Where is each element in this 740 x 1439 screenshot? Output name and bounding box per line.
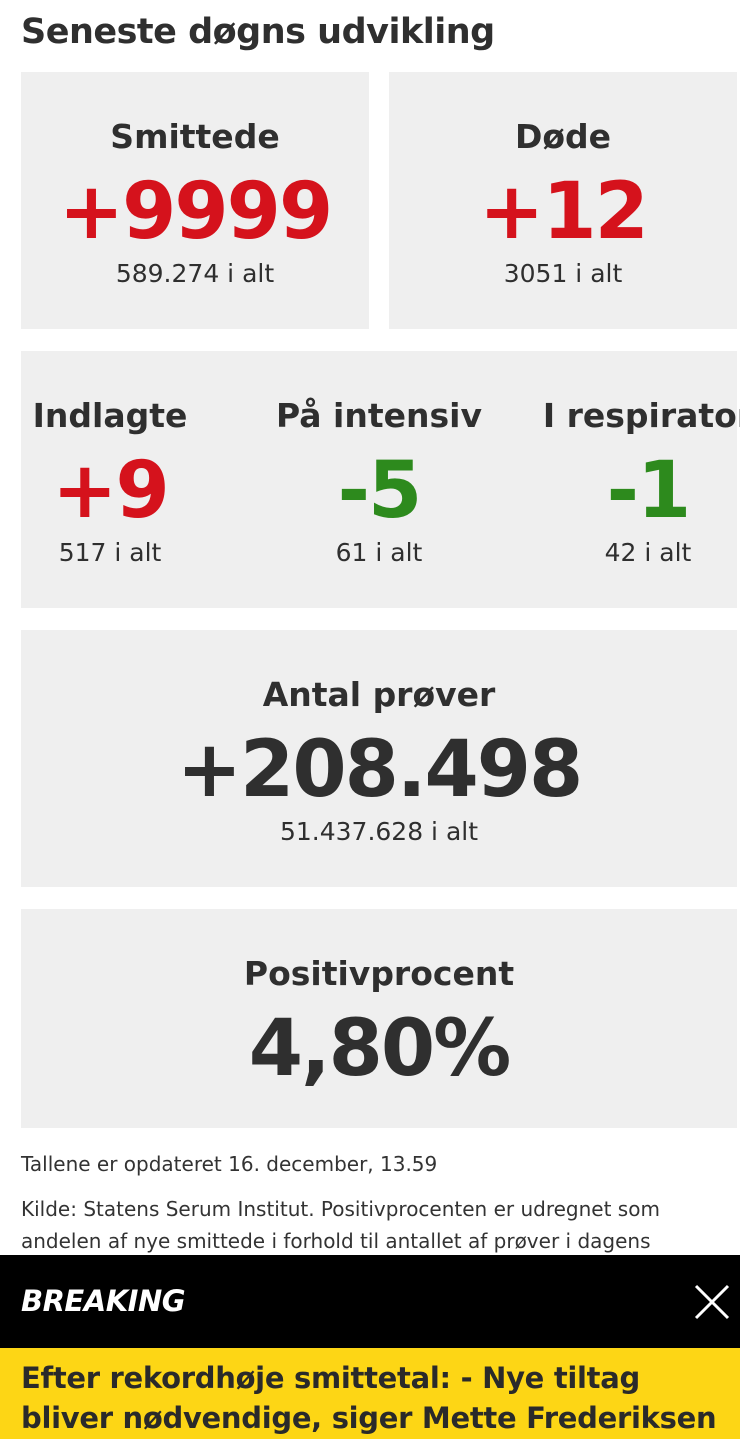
positive-card: Positivprocent 4,80% [21, 909, 737, 1128]
updated-note: Tallene er opdateret 16. december, 13.59 [21, 1152, 438, 1176]
stat-label: Positivprocent [243, 954, 515, 993]
stat-change: +208.498 [176, 725, 584, 815]
stat-total: 3051 i alt [503, 259, 623, 288]
breaking-headline[interactable]: Efter rekordhøje smittetal: - Nye tiltag… [21, 1361, 717, 1435]
stat-change: +12 [479, 167, 649, 257]
close-button[interactable] [694, 1284, 730, 1320]
stat-label: På intensiv [276, 396, 482, 435]
stat-total: 42 i alt [604, 538, 692, 567]
stat-label: Døde [514, 117, 612, 156]
stat-label: Indlagte [32, 396, 188, 435]
stat-total: 589.274 i alt [115, 259, 275, 288]
source-note: Kilde: Statens Serum Institut. Positivpr… [21, 1197, 660, 1253]
breaking-headline-bar[interactable]: Efter rekordhøje smittetal: - Nye tiltag… [0, 1348, 740, 1439]
stat-total: 51.437.628 i alt [279, 817, 479, 846]
tests-card: Antal prøver +208.498 51.437.628 i alt [21, 630, 737, 887]
stat-label: Smittede [110, 117, 280, 156]
stat-change: +9 [52, 446, 170, 536]
stat-card: Døde +12 3051 i alt [389, 72, 737, 329]
stat-label: I respirator [542, 396, 740, 435]
stat-value: 4,80% [248, 1004, 512, 1094]
stat-total: 517 i alt [58, 538, 162, 567]
page-title: Seneste døgns udvikling [21, 12, 495, 52]
breaking-bar: BREAKING [0, 1255, 740, 1348]
stat-total: 61 i alt [335, 538, 423, 567]
stat-change: -1 [606, 446, 692, 536]
breaking-label: BREAKING [21, 1284, 186, 1318]
hospital-card: Indlagte +9 517 i alt På intensiv -5 61 … [21, 351, 740, 608]
stat-card: Smittede +9999 589.274 i alt [21, 72, 369, 329]
stat-change: -5 [337, 446, 423, 536]
stat-change: +9999 [58, 167, 333, 257]
stat-label: Antal prøver [262, 675, 496, 714]
